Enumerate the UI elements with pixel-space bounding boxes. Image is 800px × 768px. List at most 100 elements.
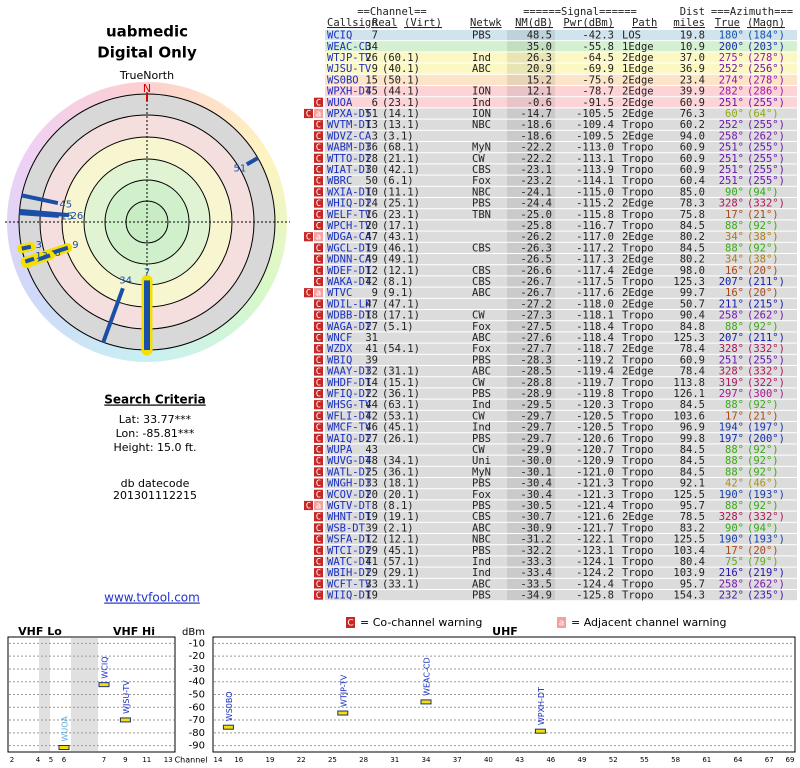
warning-flag: C (316, 569, 321, 579)
row-background (325, 298, 797, 309)
row-background (325, 534, 797, 545)
network: CW (472, 444, 485, 456)
network: ABC (472, 578, 491, 590)
station-callsign: WTJP-TV (339, 674, 348, 707)
warning-flag: C (316, 345, 321, 355)
column-header: Callsign (327, 17, 378, 29)
path: Tropo (622, 399, 654, 411)
noise-margin: -28.5 (520, 366, 552, 378)
noise-margin: -26.2 (520, 231, 552, 243)
network: Uni (472, 455, 491, 467)
nm-column-shade (507, 209, 555, 220)
power: -114.1 (576, 175, 614, 187)
callsign: WVTM-DT (327, 119, 372, 131)
callsign: WELF-TV (327, 209, 372, 221)
virtual-channel: (43.1) (382, 231, 420, 243)
x-tick-label: 11 (142, 756, 151, 764)
virtual-channel: (45.1) (382, 422, 420, 434)
noise-margin: -26.5 (520, 254, 552, 266)
azimuth-true: 258° (719, 578, 744, 590)
callsign: WUVG-DT (327, 455, 372, 467)
path: Tropo (622, 142, 654, 154)
azimuth-magnetic: (203°) (747, 41, 785, 53)
path: Tropo (622, 119, 654, 131)
nm-column-shade (507, 276, 555, 287)
virtual-channel: (45.1) (382, 545, 420, 557)
callsign: WATL-DT (327, 466, 372, 478)
warning-icon (314, 97, 323, 107)
path: Tropo (622, 545, 654, 557)
real-channel: 14 (365, 377, 378, 389)
column-header: Netwk (470, 17, 502, 29)
group-header: ===Azimuth=== (711, 6, 793, 18)
site-link[interactable]: www.tvfool.com (104, 591, 200, 605)
azimuth-true: 34° (725, 254, 744, 266)
row-background (325, 209, 797, 220)
vhf-hi-label: VHF Hi (113, 625, 155, 638)
distance: 84.5 (680, 220, 705, 232)
path: Tropo (622, 209, 654, 221)
real-channel: 15 (365, 74, 378, 86)
callsign: WIIQ-DT (327, 590, 372, 602)
warning-icon (314, 187, 323, 197)
callsign: WCFT-TV (327, 578, 372, 590)
warning-icon (314, 489, 323, 499)
path: Tropo (622, 522, 654, 534)
callsign: WSB-DT (327, 522, 366, 534)
y-tick-label: -90 (189, 741, 205, 752)
azimuth-magnetic: (92°) (747, 399, 779, 411)
virtual-channel: (17.1) (382, 310, 420, 322)
virtual-channel: (33.1) (382, 578, 420, 590)
azimuth-true: 88° (725, 242, 744, 254)
power: -124.2 (576, 567, 614, 579)
network: ABC (472, 63, 491, 75)
azimuth-magnetic: (92°) (747, 242, 779, 254)
warning-flag: C (316, 266, 321, 276)
virtual-channel: (29.1) (382, 567, 420, 579)
warning-icon (304, 500, 313, 511)
warning-icon (314, 108, 323, 119)
path: Tropo (622, 388, 654, 400)
callsign: WAKA-DT (327, 276, 372, 288)
row-background (325, 478, 797, 489)
row-background (325, 556, 797, 567)
callsign: WXIA-DT (327, 186, 372, 198)
noise-margin: 26.3 (527, 52, 552, 64)
azimuth-magnetic: (64°) (747, 108, 779, 120)
real-channel: 18 (365, 310, 378, 322)
nm-column-shade (507, 119, 555, 130)
column-header: miles (673, 17, 705, 29)
power: -115.0 (576, 186, 614, 198)
row-background (325, 343, 797, 354)
warning-icon (314, 243, 323, 253)
nm-column-shade (507, 590, 555, 601)
azimuth-true: 251° (719, 175, 744, 187)
real-channel: 19 (365, 511, 378, 523)
x-tick-label: 22 (297, 756, 306, 764)
azimuth-magnetic: (184°) (747, 30, 785, 42)
callsign: WFLI-DT (327, 410, 372, 422)
path: 2Edge (622, 287, 654, 299)
distance: 60.9 (680, 142, 705, 154)
noise-margin: -33.5 (520, 578, 552, 590)
real-channel: 7 (372, 30, 378, 42)
azimuth-magnetic: (256°) (747, 63, 785, 75)
x-tick-label: 5 (49, 756, 53, 764)
azimuth-true: 60° (725, 108, 744, 120)
noise-margin: -29.7 (520, 422, 552, 434)
nm-column-shade (507, 74, 555, 85)
distance: 60.4 (680, 175, 705, 187)
azimuth-magnetic: (92°) (747, 321, 779, 333)
azimuth-magnetic: (38°) (747, 231, 779, 243)
network: ABC (472, 366, 491, 378)
real-channel: 39 (365, 522, 378, 534)
path: Tropo (622, 466, 654, 478)
nm-column-shade (507, 310, 555, 321)
row-background (325, 276, 797, 287)
power: -121.6 (576, 511, 614, 523)
row-background (325, 310, 797, 321)
azimuth-magnetic: (332°) (747, 198, 785, 210)
distance: 80.2 (680, 231, 705, 243)
station-callsign: WUOA (61, 716, 70, 742)
